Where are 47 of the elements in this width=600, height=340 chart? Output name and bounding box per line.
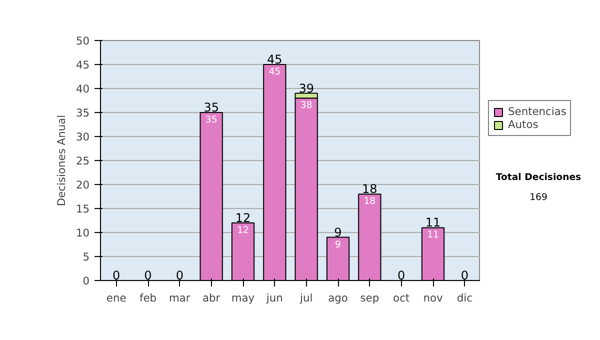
x-tick-label: mar (169, 292, 191, 304)
y-axis-title: Decisiones Anual (54, 114, 68, 206)
data-label: 11 (427, 230, 439, 241)
data-label: 45 (268, 66, 281, 78)
x-tick-label: nov (423, 292, 443, 304)
total-label: 18 (362, 182, 378, 196)
total-label: 39 (298, 81, 314, 96)
total-label: 45 (267, 52, 282, 66)
data-label: 35 (205, 114, 218, 126)
total-label: 0 (144, 268, 152, 282)
y-tick-label: 45 (76, 58, 90, 72)
y-tick-label: 30 (76, 130, 90, 144)
total-label: 0 (398, 268, 406, 282)
x-tick-label: oct (393, 292, 410, 304)
data-label: 12 (237, 224, 249, 236)
total-label: 0 (460, 268, 468, 282)
y-tick-label: 50 (76, 34, 90, 48)
data-label: 38 (300, 100, 312, 112)
y-tick-label: 15 (76, 202, 90, 216)
y-tick-label: 40 (76, 82, 90, 96)
data-label: 18 (364, 196, 376, 208)
x-tick-label: ago (328, 292, 348, 304)
legend-label: Autos (508, 118, 538, 131)
total-label: 35 (204, 100, 219, 114)
total-label: 12 (235, 210, 251, 225)
data-label: 9 (335, 239, 342, 250)
x-tick-label: abr (202, 292, 221, 304)
y-tick-label: 25 (76, 154, 90, 168)
x-tick-label: sep (360, 292, 380, 304)
total-label: 11 (425, 216, 441, 230)
x-tick-label: jun (265, 292, 283, 304)
legend-label: Sentencias (508, 105, 566, 118)
y-tick-label: 5 (82, 250, 90, 264)
text: 169 (530, 192, 548, 203)
x-tick-label: dic (456, 292, 473, 304)
x-tick-label: jul (298, 292, 313, 304)
x-tick-label: ene (106, 292, 126, 304)
y-tick-label: 0 (82, 274, 90, 288)
total-label: 0 (176, 268, 184, 282)
x-tick-label: may (231, 292, 255, 304)
total-label: 0 (112, 268, 120, 282)
y-tick-label: 10 (76, 226, 90, 240)
total-label: 9 (334, 225, 342, 240)
x-tick-label: feb (139, 292, 157, 304)
text: Total Decisiones (496, 172, 582, 183)
y-tick-label: 20 (76, 178, 90, 192)
y-tick-label: 35 (76, 106, 90, 120)
